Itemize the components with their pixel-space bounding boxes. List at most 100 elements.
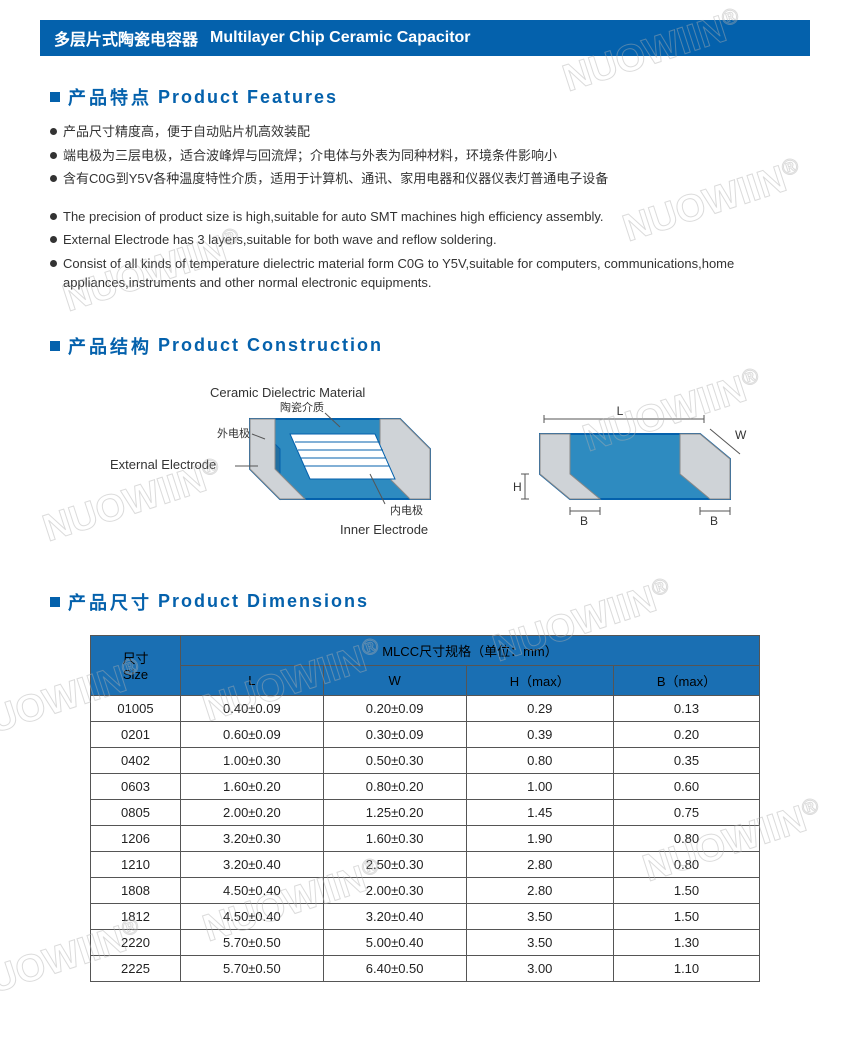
table-cell: 2.50±0.30 [323, 851, 466, 877]
table-row: 12063.20±0.301.60±0.301.900.80 [91, 825, 760, 851]
table-cell: 0.60 [614, 773, 760, 799]
table-cell: 0402 [91, 747, 181, 773]
table-cell: 0.60±0.09 [181, 721, 324, 747]
dim-w: W [735, 428, 747, 442]
table-row: 22205.70±0.505.00±0.403.501.30 [91, 929, 760, 955]
table-row: 18124.50±0.403.20±0.403.501.50 [91, 903, 760, 929]
feature-text: The precision of product size is high,su… [63, 207, 604, 227]
table-cell: 0.20±0.09 [323, 695, 466, 721]
table-cell: 1.50 [614, 877, 760, 903]
table-cell: 1210 [91, 851, 181, 877]
table-cell: 1.60±0.20 [181, 773, 324, 799]
table-cell: 2.00±0.30 [323, 877, 466, 903]
table-row: 010050.40±0.090.20±0.090.290.13 [91, 695, 760, 721]
table-cell: 1.10 [614, 955, 760, 981]
feature-text: 产品尺寸精度高，便于自动贴片机高效装配 [63, 122, 310, 142]
th-size-en: Size [95, 667, 176, 682]
section-features-head: 产品特点 Product Features [50, 84, 800, 110]
table-cell: 1.50 [614, 903, 760, 929]
label-inner-en: Inner Electrode [340, 522, 428, 537]
table-cell: 0.80 [466, 747, 613, 773]
table-row: 12103.20±0.402.50±0.302.800.80 [91, 851, 760, 877]
bullet-dot-icon [50, 236, 57, 243]
table-cell: 0.35 [614, 747, 760, 773]
feature-text: External Electrode has 3 layers,suitable… [63, 230, 497, 250]
table-cell: 1206 [91, 825, 181, 851]
table-row: 08052.00±0.201.25±0.201.450.75 [91, 799, 760, 825]
table-row: 22255.70±0.506.40±0.503.001.10 [91, 955, 760, 981]
bullet-dot-icon [50, 260, 57, 267]
table-cell: 1808 [91, 877, 181, 903]
table-cell: 1.45 [466, 799, 613, 825]
table-cell: 4.50±0.40 [181, 903, 324, 929]
table-cell: 0.30±0.09 [323, 721, 466, 747]
bullet-dot-icon [50, 128, 57, 135]
table-cell: 3.00 [466, 955, 613, 981]
bullet-dot-icon [50, 175, 57, 182]
table-cell: 5.70±0.50 [181, 955, 324, 981]
th-size-cn: 尺寸 [95, 648, 176, 667]
table-cell: 2220 [91, 929, 181, 955]
feature-item: 产品尺寸精度高，便于自动贴片机高效装配 [50, 122, 800, 142]
table-cell: 1.30 [614, 929, 760, 955]
features-en-list: The precision of product size is high,su… [50, 207, 800, 293]
feature-text: Consist of all kinds of temperature diel… [63, 254, 800, 293]
table-row: 04021.00±0.300.50±0.300.800.35 [91, 747, 760, 773]
table-cell: 0.29 [466, 695, 613, 721]
th-size: 尺寸 Size [91, 635, 181, 695]
bullet-dot-icon [50, 152, 57, 159]
table-cell: 2.80 [466, 851, 613, 877]
th-col: W [323, 665, 466, 695]
table-cell: 2.00±0.20 [181, 799, 324, 825]
table-cell: 0.39 [466, 721, 613, 747]
table-cell: 3.20±0.30 [181, 825, 324, 851]
table-cell: 0805 [91, 799, 181, 825]
bullet-square-icon [50, 92, 60, 102]
table-row: 18084.50±0.402.00±0.302.801.50 [91, 877, 760, 903]
table-cell: 3.50 [466, 903, 613, 929]
table-cell: 5.00±0.40 [323, 929, 466, 955]
feature-item: The precision of product size is high,su… [50, 207, 800, 227]
table-cell: 1.00±0.30 [181, 747, 324, 773]
section-construction-head: 产品结构 Product Construction [50, 333, 800, 359]
feature-item: Consist of all kinds of temperature diel… [50, 254, 800, 293]
table-cell: 0.13 [614, 695, 760, 721]
label-external-cn: 外电极 [217, 426, 250, 440]
table-row: 06031.60±0.200.80±0.201.000.60 [91, 773, 760, 799]
title-en: Multilayer Chip Ceramic Capacitor [210, 29, 471, 47]
feature-text: 含有C0G到Y5V各种温度特性介质，适用于计算机、通讯、家用电器和仪器仪表灯普通… [63, 169, 608, 189]
table-cell: 2.80 [466, 877, 613, 903]
title-cn: 多层片式陶瓷电容器 [54, 26, 198, 50]
section-features-cn: 产品特点 [68, 84, 152, 110]
dim-h: H [513, 480, 522, 494]
title-bar: 多层片式陶瓷电容器 Multilayer Chip Ceramic Capaci… [40, 20, 810, 56]
section-construction-cn: 产品结构 [68, 333, 152, 359]
table-cell: 3.50 [466, 929, 613, 955]
th-col: H（max） [466, 665, 613, 695]
table-cell: 0.75 [614, 799, 760, 825]
table-cell: 0.80 [614, 825, 760, 851]
table-cell: 0.80±0.20 [323, 773, 466, 799]
cutaway-diagram: Ceramic Dielectric Material 陶瓷介质 外电极 Ext… [80, 379, 440, 549]
features-cn-list: 产品尺寸精度高，便于自动贴片机高效装配端电极为三层电极，适合波峰焊与回流焊；介电… [50, 122, 800, 189]
section-features-en: Product Features [158, 87, 338, 108]
label-inner-cn: 内电极 [390, 503, 423, 517]
section-construction-en: Product Construction [158, 335, 383, 356]
dim-b1: B [580, 514, 588, 528]
table-cell: 2225 [91, 955, 181, 981]
section-dimensions-head: 产品尺寸 Product Dimensions [50, 589, 800, 615]
table-cell: 1.90 [466, 825, 613, 851]
feature-item: 端电极为三层电极，适合波峰焊与回流焊；介电体与外表为同种材料，环境条件影响小 [50, 146, 800, 166]
table-cell: 0.20 [614, 721, 760, 747]
table-cell: 1.00 [466, 773, 613, 799]
table-cell: 0.40±0.09 [181, 695, 324, 721]
th-col: B（max） [614, 665, 760, 695]
table-cell: 1812 [91, 903, 181, 929]
bullet-square-icon [50, 341, 60, 351]
th-col: L [181, 665, 324, 695]
table-cell: 0.80 [614, 851, 760, 877]
table-cell: 1.60±0.30 [323, 825, 466, 851]
section-dimensions-en: Product Dimensions [158, 591, 369, 612]
feature-item: 含有C0G到Y5V各种温度特性介质，适用于计算机、通讯、家用电器和仪器仪表灯普通… [50, 169, 800, 189]
table-cell: 0201 [91, 721, 181, 747]
